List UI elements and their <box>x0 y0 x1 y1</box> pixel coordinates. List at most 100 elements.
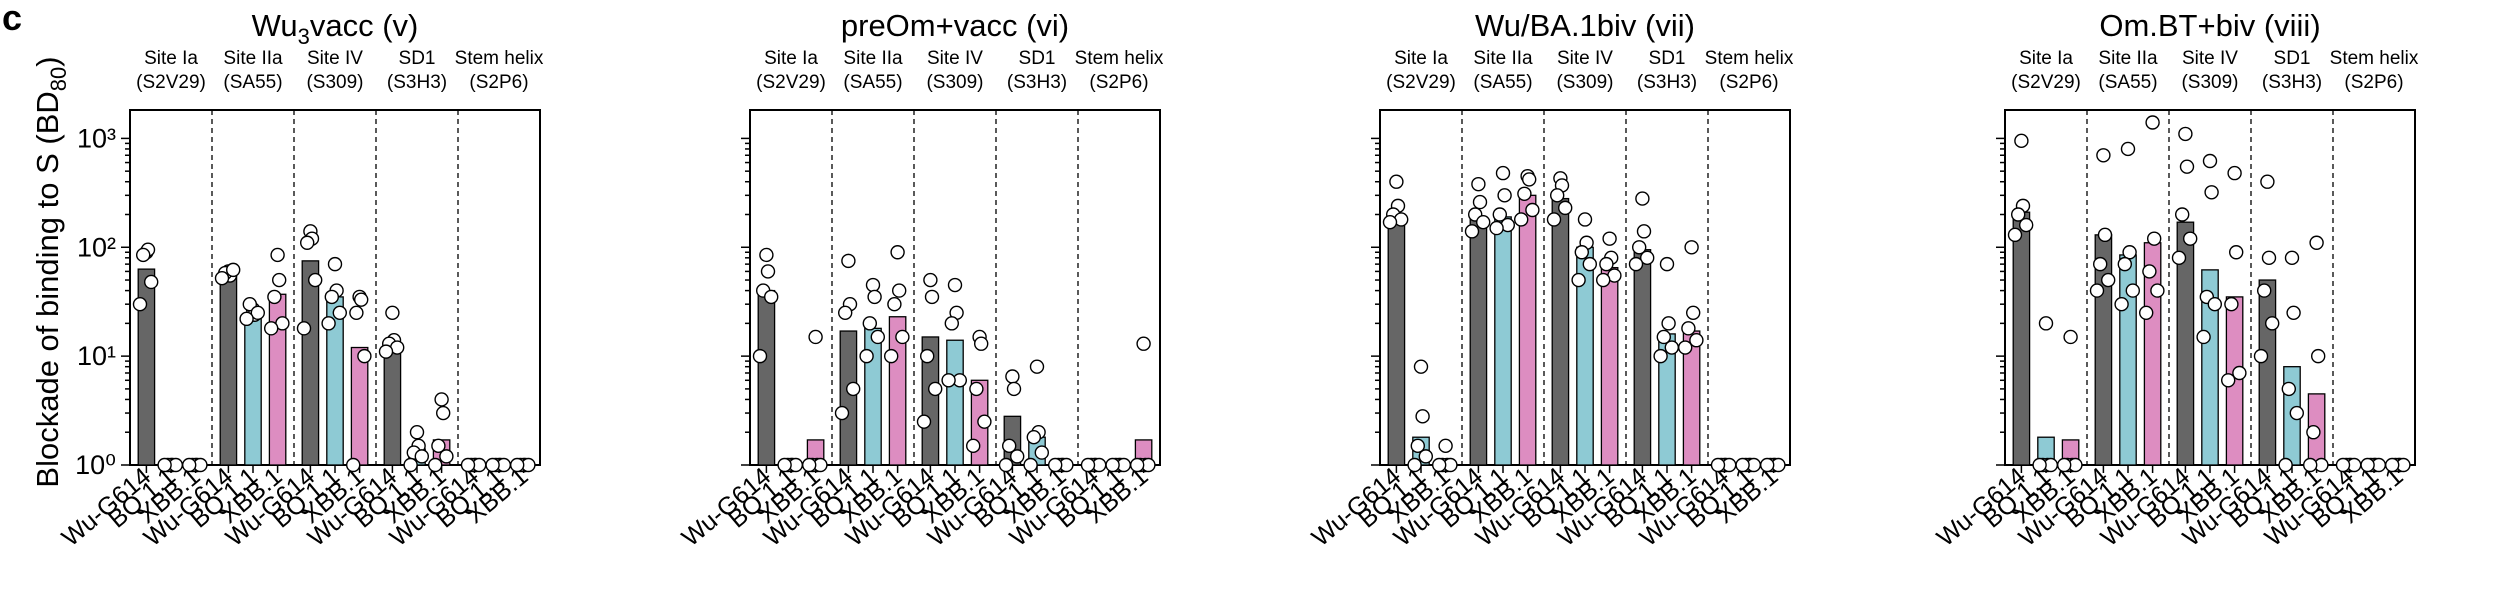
data-point <box>838 305 853 321</box>
data-point <box>2145 115 2160 130</box>
antibody-label: (SA55) <box>1473 72 1532 93</box>
data-point <box>2264 316 2280 331</box>
data-point <box>1639 250 1655 266</box>
antibody-label: (SA55) <box>2098 72 2157 93</box>
data-point <box>1418 449 1434 464</box>
bar <box>350 346 369 466</box>
data-point <box>1664 340 1680 355</box>
data-point <box>409 425 425 440</box>
data-point <box>2286 305 2301 321</box>
antibody-label: (SA55) <box>843 72 902 93</box>
data-point <box>1413 359 1429 374</box>
antibody-label: (S3H3) <box>2262 72 2322 93</box>
y-tick-label: 10³ <box>77 123 116 153</box>
data-point <box>1582 256 1598 272</box>
data-point <box>923 272 938 288</box>
data-point <box>378 344 394 359</box>
data-point <box>1656 329 1672 345</box>
data-point <box>181 457 197 473</box>
panel-1: preOm+vacc (vi)Site Ia(S2V29)Wu-G614BQ.1… <box>677 8 1164 552</box>
data-point <box>2260 174 2275 189</box>
data-point <box>1080 457 1096 473</box>
site-label: Site IIa <box>843 48 903 69</box>
data-point <box>436 405 451 421</box>
data-point <box>2120 141 2136 157</box>
data-point <box>1628 256 1644 272</box>
data-point <box>2196 329 2211 345</box>
antibody-label: (S3H3) <box>1637 72 1697 93</box>
data-point <box>2032 457 2047 473</box>
data-point <box>1475 214 1491 230</box>
antibody-label: (S2P6) <box>469 72 528 93</box>
y-tick-label: 10¹ <box>77 341 116 371</box>
data-point <box>974 336 989 351</box>
data-point <box>1636 224 1652 239</box>
bar <box>839 330 858 466</box>
data-point <box>2014 133 2029 149</box>
data-point <box>1002 438 1017 454</box>
site-label: Site Ia <box>144 48 198 69</box>
data-point <box>1599 256 1614 272</box>
data-point <box>2063 329 2078 345</box>
bar <box>757 289 776 466</box>
data-point <box>346 457 361 473</box>
bar <box>383 346 402 466</box>
data-point <box>1105 457 1120 473</box>
data-point <box>327 256 343 272</box>
data-point <box>1546 212 1562 227</box>
site-label: Site IIa <box>2098 48 2158 69</box>
data-point <box>321 316 336 331</box>
data-point <box>1464 224 1480 239</box>
data-point <box>2182 231 2198 246</box>
data-point <box>1759 457 1775 473</box>
panel-title: preOm+vacc (vi) <box>841 8 1069 43</box>
data-point <box>1653 348 1668 364</box>
data-point <box>239 311 254 327</box>
data-point <box>434 392 449 407</box>
data-point <box>764 289 779 305</box>
bar <box>1551 197 1570 466</box>
data-point <box>1735 457 1750 473</box>
data-point <box>2302 457 2318 473</box>
data-point <box>890 245 905 260</box>
data-point <box>1684 240 1699 255</box>
data-point <box>157 457 172 473</box>
data-point <box>2179 159 2195 174</box>
data-point <box>969 381 984 397</box>
data-point <box>143 274 159 290</box>
data-point <box>349 305 364 321</box>
data-point <box>225 262 241 278</box>
site-label: SD1 <box>399 48 436 69</box>
data-point <box>1431 457 1447 473</box>
data-point <box>859 348 874 364</box>
site-label: Site IIa <box>1473 48 1533 69</box>
site-label: Site IIa <box>223 48 283 69</box>
data-point <box>2142 264 2157 279</box>
panel-2: Wu/BA.1biv (vii)Site Ia(S2V29)Wu-G614BQ.… <box>1307 8 1794 552</box>
site-label: Site IV <box>927 48 983 69</box>
data-point <box>1438 438 1453 454</box>
data-point <box>1681 321 1696 336</box>
data-point <box>1047 457 1063 473</box>
bar <box>244 312 262 466</box>
data-point <box>2227 165 2242 181</box>
antibody-label: (S2V29) <box>2011 72 2081 93</box>
antibody-label: (S3H3) <box>387 72 447 93</box>
data-point <box>1489 220 1504 236</box>
data-point <box>460 457 476 473</box>
data-point <box>1549 188 1565 203</box>
data-point <box>2278 457 2293 473</box>
data-point <box>1710 457 1726 473</box>
data-point <box>977 414 992 429</box>
data-point <box>1685 305 1701 321</box>
data-point <box>1595 272 1611 288</box>
data-point <box>385 305 400 321</box>
data-point <box>2125 283 2141 298</box>
panel-title-part: Wu/BA.1biv (vii) <box>1475 8 1695 43</box>
data-point <box>1574 245 1590 260</box>
data-point <box>1517 186 1532 201</box>
data-point <box>2018 217 2034 233</box>
data-point <box>1010 449 1025 464</box>
data-point <box>485 457 500 473</box>
